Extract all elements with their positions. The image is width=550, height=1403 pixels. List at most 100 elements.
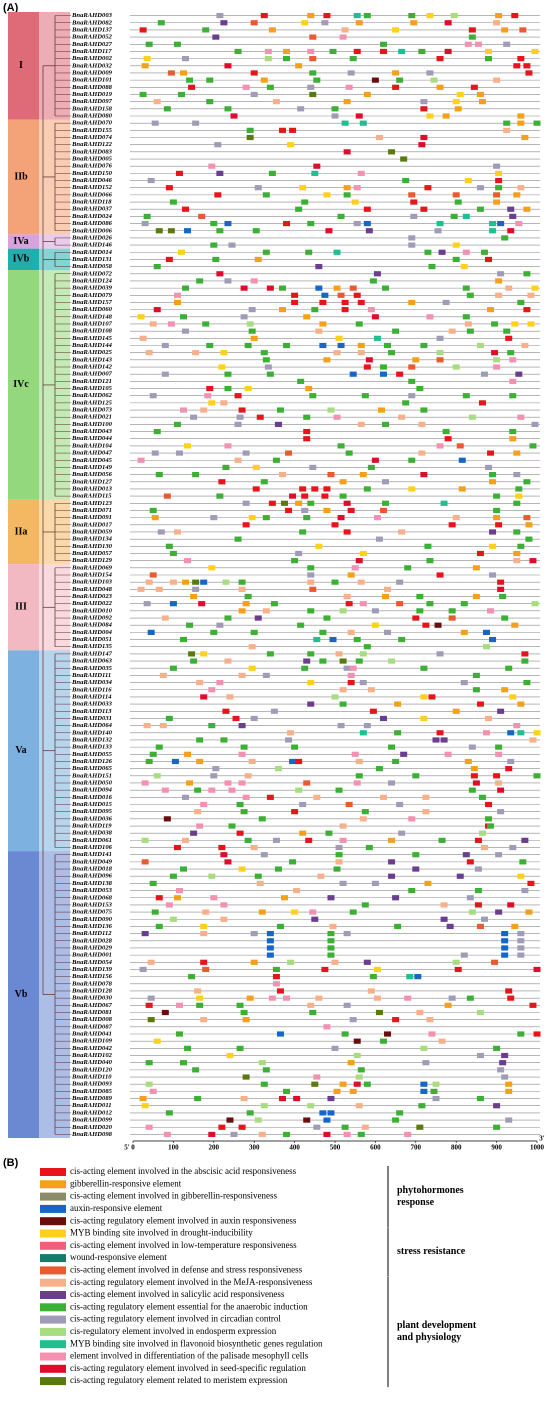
cis-element xyxy=(248,328,256,334)
cis-element xyxy=(190,830,198,836)
group-label: III xyxy=(15,602,27,613)
gene-name: BnaRAHD048 xyxy=(71,586,113,593)
cis-element xyxy=(517,873,525,879)
cis-element xyxy=(260,479,268,485)
cis-element xyxy=(305,837,313,843)
gene-name: BnaRAHD022 xyxy=(71,600,113,607)
gene-name: BnaRAHD025 xyxy=(71,349,113,356)
cis-element xyxy=(398,636,406,643)
gene-name: BnaRAHD156 xyxy=(71,973,113,980)
cis-element xyxy=(246,321,254,327)
cis-element xyxy=(270,708,278,714)
cis-element xyxy=(357,299,365,306)
gene-name: BnaRAHD073 xyxy=(71,407,113,414)
gene-name: BnaRAHD014 xyxy=(71,249,113,256)
cis-element xyxy=(353,636,361,643)
cis-element xyxy=(406,974,414,980)
cis-element xyxy=(511,321,519,327)
cis-element xyxy=(301,20,309,26)
gene-name: BnaRAHD046 xyxy=(71,177,113,184)
cis-element xyxy=(487,608,495,614)
cis-element xyxy=(450,12,458,19)
cis-element xyxy=(315,328,323,334)
cis-element xyxy=(456,873,464,879)
gene-name: BnaRAHD005 xyxy=(71,156,113,163)
gene-name: BnaRAHD001 xyxy=(71,952,112,959)
gene-name: BnaRAHD059 xyxy=(71,528,113,535)
cis-element xyxy=(468,414,476,420)
cis-element xyxy=(250,715,258,722)
cis-element xyxy=(462,393,470,399)
cis-element xyxy=(363,486,371,492)
cis-element xyxy=(489,471,497,478)
gene-name: BnaRAHD012 xyxy=(71,1109,113,1116)
cis-element xyxy=(196,995,204,1001)
cis-element xyxy=(509,436,517,442)
cis-element xyxy=(454,106,462,112)
cis-element xyxy=(388,837,396,843)
gene-name: BnaRAHD035 xyxy=(71,665,113,672)
cis-element xyxy=(489,572,497,578)
cis-element xyxy=(149,751,157,757)
cis-element xyxy=(343,529,351,535)
cis-element xyxy=(493,364,501,370)
cis-element xyxy=(343,185,351,191)
cis-element xyxy=(337,443,345,449)
cis-element xyxy=(525,70,533,76)
cis-element xyxy=(483,644,490,650)
cis-element xyxy=(163,1131,171,1138)
cis-element xyxy=(396,1110,404,1116)
gene-name: BnaRAHD086 xyxy=(71,220,113,227)
cis-element xyxy=(272,966,280,973)
cis-element xyxy=(307,220,315,227)
cis-element xyxy=(313,1124,321,1130)
cis-element xyxy=(515,486,523,492)
gene-name: BnaRAHD027 xyxy=(71,41,113,48)
x-tick-label: 800 xyxy=(451,1144,462,1152)
cis-element xyxy=(503,127,511,133)
cis-element xyxy=(234,421,242,427)
cis-element xyxy=(299,486,307,492)
cis-element xyxy=(268,995,276,1001)
cis-element xyxy=(491,350,499,356)
category-label: and physiology xyxy=(397,1332,461,1343)
cis-element xyxy=(394,730,402,736)
cis-element xyxy=(396,77,404,83)
cis-element xyxy=(276,407,284,413)
cis-element xyxy=(323,1131,331,1138)
cis-element xyxy=(476,1052,484,1059)
cis-element xyxy=(242,1017,250,1023)
cis-element xyxy=(353,12,361,19)
cis-element xyxy=(228,823,236,829)
cis-element xyxy=(248,758,256,765)
gene-name: BnaRAHD076 xyxy=(71,163,113,170)
cis-element xyxy=(200,801,208,808)
gene-name: BnaRAHD150 xyxy=(71,170,113,177)
cis-element xyxy=(278,285,286,291)
cis-element xyxy=(266,651,274,657)
cis-element xyxy=(396,601,404,607)
cis-element xyxy=(436,220,444,227)
cis-element xyxy=(379,371,387,377)
cis-element xyxy=(258,816,266,822)
cis-element xyxy=(337,515,345,521)
gene-name: BnaRAHD082 xyxy=(71,19,113,26)
cis-element xyxy=(533,773,541,779)
cis-element xyxy=(224,658,232,664)
cis-element xyxy=(505,1117,513,1123)
cis-element xyxy=(303,428,311,435)
gene-name: BnaRAHD098 xyxy=(71,1131,113,1138)
cis-element xyxy=(347,679,355,686)
cis-element xyxy=(470,773,478,779)
cis-element xyxy=(222,464,230,471)
cis-element xyxy=(327,1095,335,1102)
cis-element xyxy=(321,292,329,298)
cis-element xyxy=(392,84,400,90)
cis-element xyxy=(202,966,210,973)
cis-element xyxy=(315,285,323,291)
cis-element xyxy=(462,213,470,220)
gene-name: BnaRAHD142 xyxy=(71,364,113,371)
gene-name: BnaRAHD060 xyxy=(71,306,113,313)
cis-element xyxy=(333,1088,341,1094)
cis-element xyxy=(448,615,456,621)
